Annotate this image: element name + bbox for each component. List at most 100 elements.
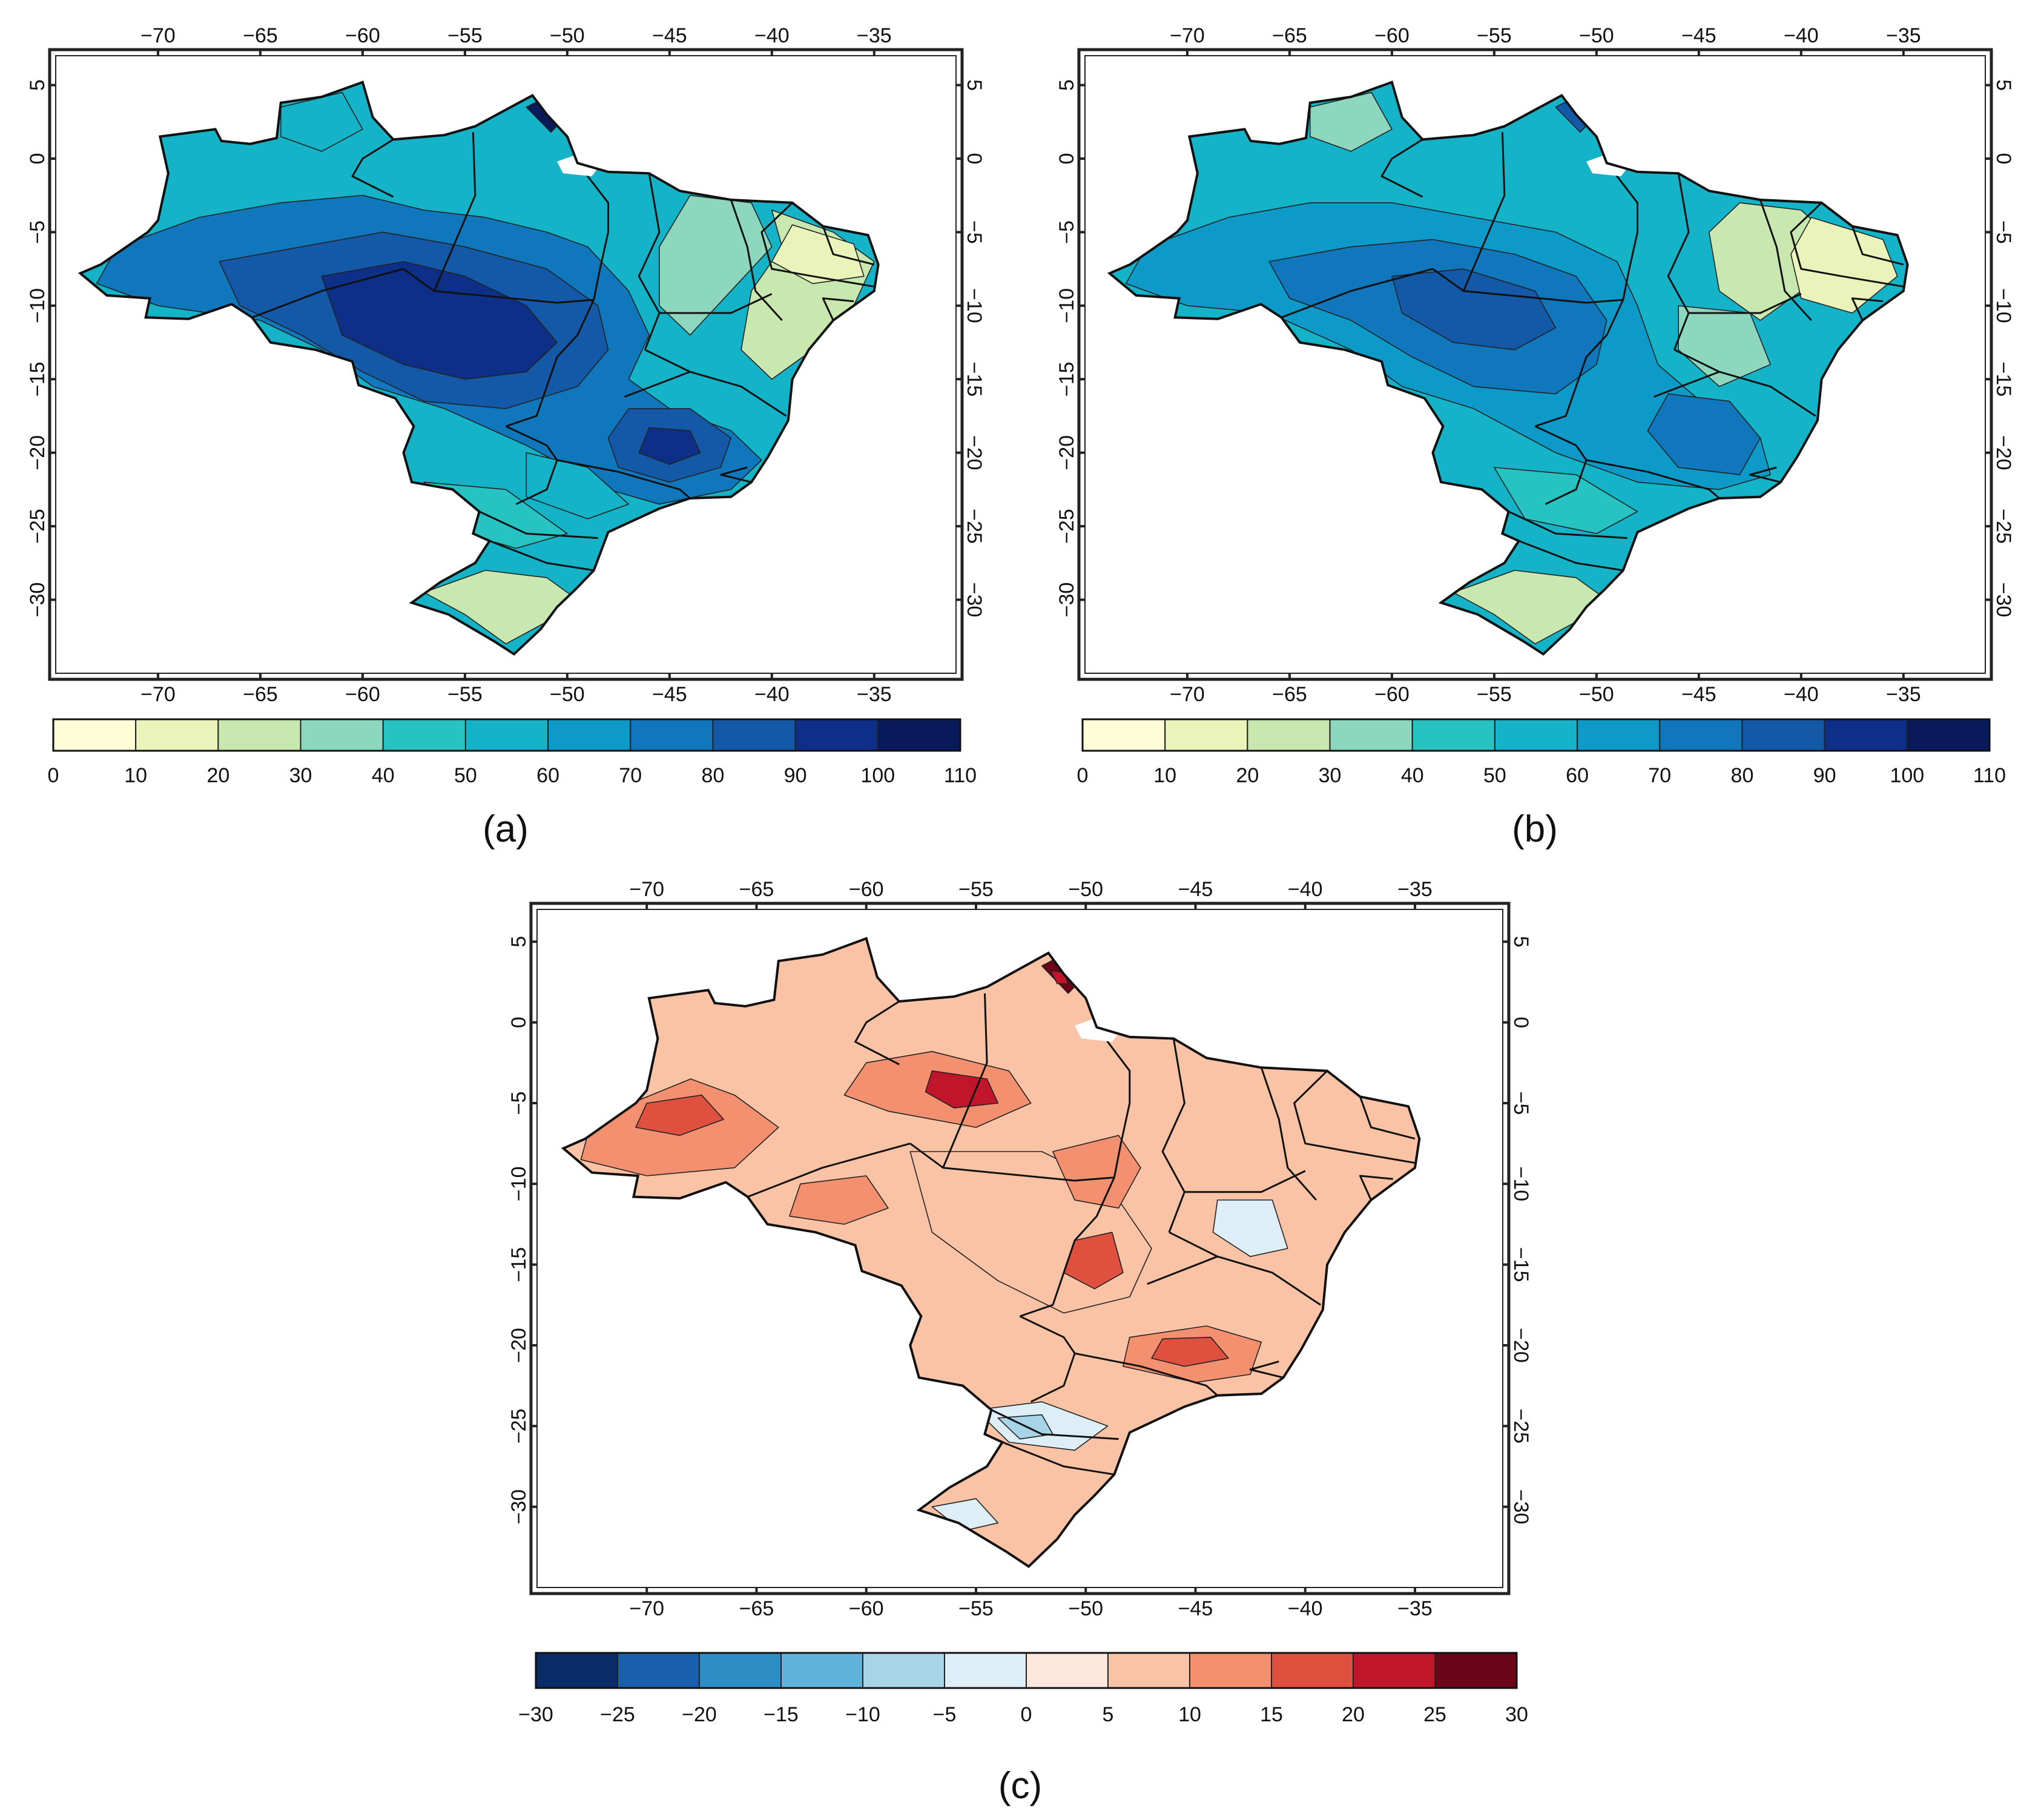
colorbar-swatch <box>1494 719 1578 751</box>
state-border <box>1673 349 1720 373</box>
brazil-map-b <box>1107 81 1909 656</box>
state-border <box>1518 540 1624 572</box>
lon-ticks-top-c: −70 −65 −60 −55 −50 −45 −40 −35 <box>629 878 1433 1594</box>
lat-tick-right: 5 <box>1509 936 1532 948</box>
lat-tick-right: −30 <box>1992 582 2015 618</box>
lat-tick-left: −5 <box>1055 220 1078 244</box>
lat-tick-right: −30 <box>963 582 986 618</box>
colorbar-swatch <box>1329 719 1413 751</box>
panel-a: −70 −65 −60 −55 −50 −45 −40 −35 −70 −65 −60 −55 −50… <box>26 24 986 850</box>
lat-tick-right: 5 <box>963 79 986 91</box>
state-border <box>1851 226 1904 266</box>
lon-tick-top: −45 <box>1681 24 1716 47</box>
state-border <box>747 1142 911 1198</box>
lat-tick-right: −15 <box>1992 361 2015 397</box>
lon-ticks-bottom-c: −70 −65 −60 −55 −50 −45 −40 −35 <box>629 1597 1432 1620</box>
state-border <box>1184 1170 1306 1193</box>
lon-tick-top: −40 <box>1288 878 1323 901</box>
state-border <box>942 993 988 1169</box>
colorbar-frame <box>1081 718 1991 752</box>
lat-tick-left: 5 <box>26 79 49 91</box>
state-border <box>1161 1038 1185 1233</box>
colorbar-frame <box>535 1652 1518 1689</box>
lat-tick-left: −25 <box>507 1408 530 1443</box>
colorbar-label: −15 <box>763 1703 799 1726</box>
colorbar-b: 0 10 20 30 40 50 60 70 80 90 100 110 <box>1077 718 2006 787</box>
state-border <box>489 540 595 572</box>
colorbar-label: 50 <box>454 764 477 787</box>
state-border <box>1535 299 1624 427</box>
state-border <box>1169 1231 1218 1258</box>
lon-tick-top: −70 <box>629 878 664 901</box>
lon-tick-bottom: −55 <box>1477 683 1512 706</box>
lon-tick-bottom: −60 <box>345 683 380 706</box>
lat-tick-left: 5 <box>507 936 530 948</box>
colorbar-frame <box>52 718 961 752</box>
lon-tick-top: −60 <box>1374 24 1410 47</box>
colorbar-swatch <box>1411 719 1495 751</box>
lat-tick-left: 5 <box>1055 79 1078 91</box>
state-border <box>719 466 752 483</box>
colorbar-swatch <box>135 719 219 751</box>
colorbar-label: −20 <box>682 1703 717 1726</box>
colorbar-swatch <box>1434 1652 1517 1689</box>
lon-tick-bottom: −35 <box>1886 683 1921 706</box>
lon-tick-top: −40 <box>1784 24 1819 47</box>
colorbar-swatch <box>699 1652 782 1689</box>
colorbar-label: 90 <box>784 764 807 787</box>
state-border <box>1001 1441 1115 1475</box>
state-border <box>1380 139 1423 198</box>
lon-tick-bottom: −50 <box>1579 683 1614 706</box>
lon-tick-bottom: −60 <box>1374 683 1410 706</box>
colorbar-swatch <box>547 719 631 751</box>
state-border <box>506 299 595 427</box>
lon-tick-top: −35 <box>1886 24 1921 47</box>
panel-caption-b: (b) <box>1512 808 1558 850</box>
colorbar-label: 30 <box>1505 1703 1528 1726</box>
colorbar-swatch <box>780 1652 863 1689</box>
contour-zone <box>1212 1199 1288 1258</box>
colorbar-label: 70 <box>619 764 642 787</box>
colorbar-label: 0 <box>1021 1703 1032 1726</box>
colorbar-label: 20 <box>206 764 229 787</box>
lon-tick-top: −45 <box>652 24 687 47</box>
lat-tick-left: −15 <box>507 1247 530 1282</box>
lon-tick-top: −50 <box>1068 878 1103 901</box>
state-border <box>638 173 661 351</box>
lon-tick-bottom: −70 <box>140 683 176 706</box>
state-border <box>1293 1070 1416 1164</box>
contour-zones-c <box>580 957 1416 1532</box>
state-border <box>1790 202 1904 288</box>
colorbar-label: 80 <box>1731 764 1754 787</box>
colorbar-label: 30 <box>1319 764 1342 787</box>
lat-tick-left: −10 <box>507 1166 530 1201</box>
lon-tick-bottom: −45 <box>1178 1597 1213 1620</box>
state-border <box>1020 1177 1115 1317</box>
lat-tick-left: −10 <box>1055 288 1078 323</box>
lat-ticks-right-b: 5 0 −5 −10 −15 −20 −25 −30 <box>1992 79 2015 617</box>
contour-zone <box>280 91 363 152</box>
lon-tick-bottom: −70 <box>629 1597 664 1620</box>
lat-tick-left: −5 <box>26 220 49 244</box>
panel-caption-a: (a) <box>483 808 529 850</box>
lat-tick-right: −10 <box>1509 1166 1532 1201</box>
state-border <box>1667 173 1690 351</box>
colorbar-label: −10 <box>845 1703 880 1726</box>
colorbar-label: 10 <box>1178 1703 1201 1726</box>
state-border <box>1851 297 1884 321</box>
brazil-outline-c <box>561 937 1421 1568</box>
colorbar-label: 60 <box>536 764 559 787</box>
state-border <box>1359 1175 1393 1201</box>
contour-zone <box>789 1175 889 1225</box>
lat-tick-right: −20 <box>1992 435 2015 470</box>
state-border <box>1281 268 1433 318</box>
state-border <box>556 459 691 500</box>
state-border <box>1359 1096 1416 1140</box>
brazil-outline-b <box>1107 81 1909 656</box>
colorbar-swatch <box>1577 719 1661 751</box>
lon-ticks-bottom-a: −70 −65 −60 −55 −50 −45 −40 −35 <box>140 683 892 706</box>
colorbar-label: 5 <box>1103 1703 1114 1726</box>
state-border <box>1586 459 1720 500</box>
map-frame-inner-b <box>1084 55 1986 674</box>
